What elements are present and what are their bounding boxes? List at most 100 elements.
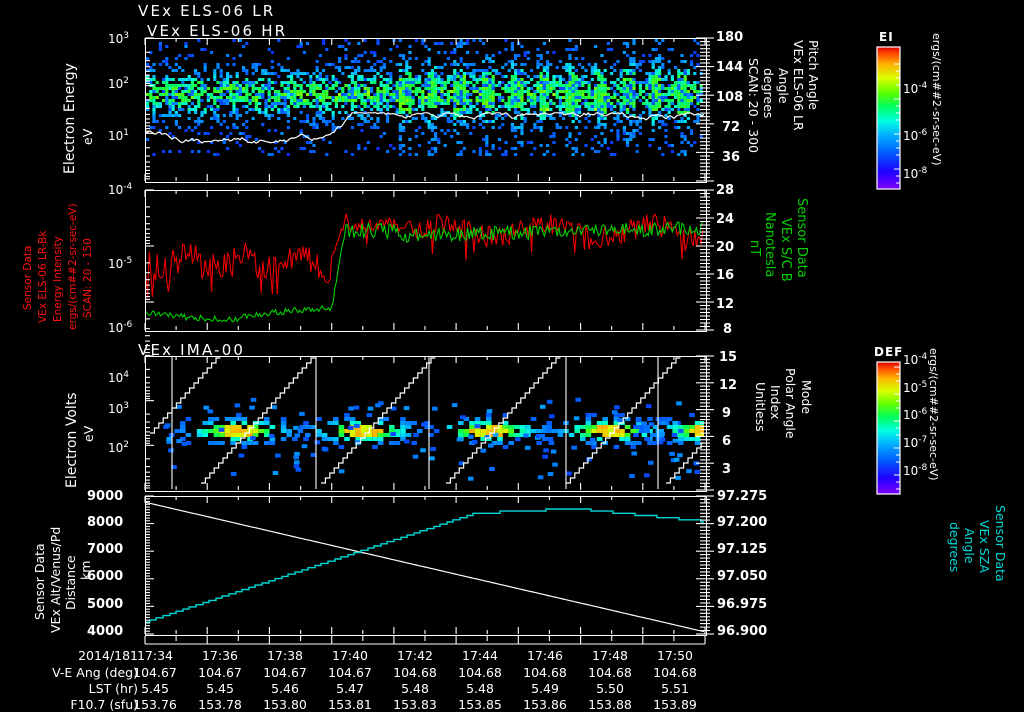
colorbar2-title: DEF <box>874 345 904 359</box>
table-cell-8-3: 153.89 <box>653 697 697 712</box>
panel4-plot-svg <box>146 497 704 633</box>
panel4-right-label-3: Angle <box>962 528 977 564</box>
table-cell-6-1: 104.68 <box>523 665 567 680</box>
colorbar1-tick-1: 10-6 <box>903 128 928 143</box>
panel2-right-label-4: nT <box>747 240 762 257</box>
panel1-right-label-4: degrees <box>761 68 776 119</box>
panel2-left-label-2: VEx ELS-06 LR-Bk <box>37 230 49 323</box>
table-cell-4-2: 5.48 <box>401 681 429 696</box>
panel2-left-label-3: Energy Intensity <box>52 236 64 322</box>
panel3-title: VEx IMA-00 <box>138 341 246 359</box>
table-cell-2-0: 17:38 <box>266 648 304 663</box>
panel4-ytick-0: 9000 <box>87 489 124 504</box>
panel3-left-axis-units: eV <box>81 425 96 442</box>
panel3-left-axis-label: Electron Volts <box>64 392 80 488</box>
panel4-ytick-4: 5000 <box>87 597 124 612</box>
panel2-right-tick-4: 12 <box>716 297 735 312</box>
panel1-right-tick-2: 108 <box>716 90 744 105</box>
panel4-right-label-4: degrees <box>947 522 962 573</box>
table-cell-3-0: 17:40 <box>331 648 369 663</box>
panel3-right-tick-4: 3 <box>722 462 732 477</box>
panel2-right-tick-1: 24 <box>716 212 735 227</box>
panel2-ytick-0: 10-5 <box>108 256 133 271</box>
panel3-plot-svg <box>146 357 704 489</box>
table-cell-4-3: 153.83 <box>393 697 437 712</box>
colorbar1-tick-2: 10-8 <box>903 166 928 181</box>
table-cell-0-3: 153.76 <box>133 697 177 712</box>
panel1-ytick-0: 103 <box>108 31 130 46</box>
panel3-right-tick-3: 6 <box>722 434 732 449</box>
colorbar2-tick-2: 10-6 <box>903 407 928 422</box>
panel4-left-label-4: km <box>78 560 93 580</box>
table-row-label-3: F10.7 (sfu) <box>70 697 138 712</box>
table-cell-6-3: 153.86 <box>523 697 567 712</box>
panel4-right-tick-3: 97.050 <box>717 569 768 584</box>
colorbar1-gradient <box>876 46 901 190</box>
panel1-els-spectrogram[interactable] <box>145 38 707 183</box>
table-cell-1-1: 104.67 <box>198 665 242 680</box>
panel2-intensity-b-field[interactable] <box>145 190 707 332</box>
table-cell-1-2: 5.45 <box>206 681 234 696</box>
panel3-right-tick-0: 15 <box>719 350 738 365</box>
table-row-label-2: LST (hr) <box>88 681 138 696</box>
panel1-right-label-3: Angle <box>776 68 791 104</box>
table-cell-7-1: 104.68 <box>588 665 632 680</box>
panel1-left-axis-label: Electron Energy <box>62 63 78 174</box>
panel1-right-tick-3: 72 <box>722 120 741 135</box>
panel2-left-label-5: SCAN: 20 - 150 <box>82 238 94 318</box>
table-cell-8-1: 104.68 <box>653 665 697 680</box>
table-cell-3-3: 153.81 <box>328 697 372 712</box>
colorbar2-tick-1: 10-5 <box>903 380 928 395</box>
table-cell-5-2: 5.48 <box>466 681 494 696</box>
table-cell-6-0: 17:46 <box>526 648 564 663</box>
table-cell-0-0: 17:34 <box>136 648 174 663</box>
colorbar2-tick-4: 10-8 <box>903 463 928 478</box>
table-cell-5-1: 104.68 <box>458 665 502 680</box>
table-row-label-0: 2014/181 <box>78 648 138 663</box>
panel2-right-tick-2: 20 <box>716 240 735 255</box>
panel3-ytick-2: 102 <box>108 440 130 455</box>
panel2-right-label-2: VEx S/C B <box>778 218 793 282</box>
panel4-left-label-1: Sensor Data <box>32 543 47 620</box>
colorbar1[interactable] <box>876 46 902 191</box>
colorbar2-tick-3: 10-7 <box>903 435 928 450</box>
colorbar2-gradient <box>876 361 901 495</box>
panel4-right-tick-0: 97.275 <box>717 489 768 504</box>
colorbar2[interactable] <box>876 361 902 496</box>
table-cell-0-2: 5.45 <box>141 681 169 696</box>
panel2-ytick-top: 10-4 <box>108 182 133 197</box>
panel3-ytick-0: 104 <box>108 370 130 385</box>
panel2-plot-svg <box>146 191 704 329</box>
table-cell-2-3: 153.80 <box>263 697 307 712</box>
table-cell-3-1: 104.67 <box>328 665 372 680</box>
panel1-right-tick-4: 36 <box>722 150 741 165</box>
panel2-right-tick-5: 8 <box>723 322 733 337</box>
panel4-left-label-3: Distance <box>63 555 78 610</box>
panel2-ytick-1: 10-6 <box>108 320 133 335</box>
bottom-parameter-table: 2014/181 V-E Ang (deg) LST (hr) F10.7 (sfu)… <box>0 640 1024 712</box>
colorbar1-title: EI <box>879 30 894 44</box>
table-cell-7-0: 17:48 <box>591 648 629 663</box>
table-row-label-1: V-E Ang (deg) <box>52 665 138 680</box>
panel1-left-axis-units: eV <box>80 128 95 145</box>
table-cell-0-1: 104.67 <box>133 665 177 680</box>
panel4-left-label-2: VEx Alt/Venus/Pd <box>48 526 63 633</box>
panel1-right-label-1: Pitch Angle <box>806 40 821 110</box>
colorbar2-tick-0: 10-4 <box>903 352 928 367</box>
table-cell-7-2: 5.50 <box>596 681 624 696</box>
table-cell-5-0: 17:44 <box>461 648 499 663</box>
panel3-right-label-3: Index <box>768 385 783 420</box>
table-cell-2-1: 104.67 <box>263 665 307 680</box>
panel1-title-hr: VEx ELS-06 HR <box>147 22 288 40</box>
table-cell-1-0: 17:36 <box>201 648 239 663</box>
panel1-right-tick-0: 180 <box>716 30 744 45</box>
table-cell-3-2: 5.47 <box>336 681 364 696</box>
panel2-right-label-3: Nanotesla <box>762 212 777 278</box>
panel1-right-tick-1: 144 <box>716 60 744 75</box>
table-cell-5-3: 153.85 <box>458 697 502 712</box>
panel4-right-tick-1: 97.200 <box>717 515 768 530</box>
panel3-right-label-2: Polar Angle <box>783 368 798 439</box>
panel3-ima-spectrogram[interactable] <box>145 356 707 492</box>
panel4-ytick-2: 7000 <box>87 542 124 557</box>
panel4-altitude-sza[interactable] <box>145 496 707 636</box>
